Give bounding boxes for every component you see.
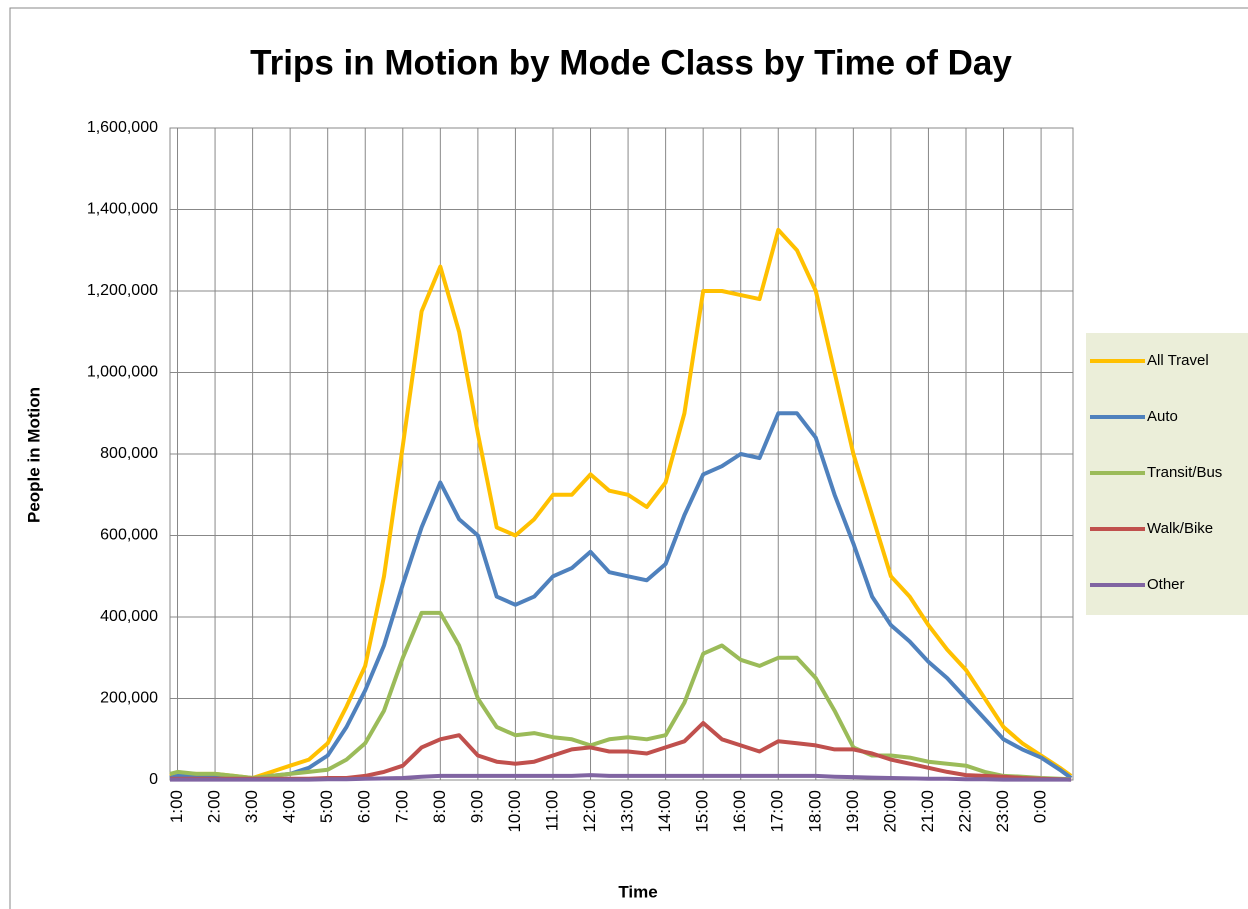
legend-label: Transit/Bus	[1147, 464, 1222, 481]
x-tick-label: 7:00	[392, 790, 411, 823]
x-tick-label: 5:00	[317, 790, 336, 823]
y-tick-label: 800,000	[100, 445, 158, 462]
series-line	[170, 773, 1072, 782]
x-tick-label: 12:00	[580, 790, 599, 833]
x-tick-label: 16:00	[730, 790, 749, 833]
series-line	[169, 610, 1072, 782]
x-tick-label: 13:00	[618, 790, 637, 833]
x-tick-label: 19:00	[843, 790, 862, 833]
x-tick-label: 9:00	[467, 790, 486, 823]
chart-title: Trips in Motion by Mode Class by Time of…	[250, 43, 1012, 82]
y-axis-label: People in Motion	[24, 387, 43, 523]
series-line	[169, 411, 1073, 781]
x-tick-label: 21:00	[918, 790, 937, 833]
x-axis-label: Time	[618, 882, 657, 901]
x-tick-label: 11:00	[542, 790, 561, 831]
y-tick-label: 400,000	[100, 608, 158, 625]
legend-label: Other	[1147, 576, 1185, 593]
x-tick-label: 20:00	[880, 790, 899, 833]
x-tick-label: 8:00	[430, 790, 449, 823]
legend-label: All Travel	[1147, 352, 1209, 369]
x-tick-label: 4:00	[280, 790, 299, 823]
x-tick-label: 1:00	[167, 790, 186, 823]
x-tick-label: 18:00	[805, 790, 824, 833]
y-tick-label: 600,000	[100, 527, 158, 544]
x-tick-label: 14:00	[655, 790, 674, 833]
x-tick-label: 22:00	[955, 790, 974, 833]
x-tick-label: 23:00	[993, 790, 1012, 833]
x-tick-label: 3:00	[242, 790, 261, 823]
y-tick-label: 1,600,000	[87, 119, 158, 136]
x-tick-label: 10:00	[505, 790, 524, 833]
legend-label: Walk/Bike	[1147, 520, 1213, 537]
y-tick-label: 1,400,000	[87, 201, 158, 218]
y-tick-label: 1,200,000	[87, 282, 158, 299]
legend-label: Auto	[1147, 408, 1178, 425]
x-tick-label: 17:00	[768, 790, 787, 833]
series-line	[169, 227, 1073, 780]
y-tick-label: 0	[149, 771, 158, 788]
y-tick-label: 1,000,000	[87, 364, 158, 381]
y-tick-label: 200,000	[100, 690, 158, 707]
x-tick-label: 0:00	[1031, 790, 1050, 823]
x-tick-label: 6:00	[355, 790, 374, 823]
x-tick-label: 15:00	[693, 790, 712, 833]
x-tick-label: 2:00	[205, 790, 224, 823]
